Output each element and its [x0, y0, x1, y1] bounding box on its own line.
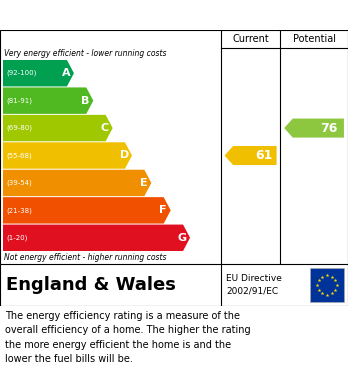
Polygon shape — [3, 170, 151, 196]
Text: 76: 76 — [320, 122, 338, 135]
Text: B: B — [81, 96, 90, 106]
Polygon shape — [3, 224, 190, 251]
Text: Very energy efficient - lower running costs: Very energy efficient - lower running co… — [4, 50, 166, 59]
Bar — [310, 268, 344, 302]
Polygon shape — [224, 146, 277, 165]
Text: England & Wales: England & Wales — [6, 276, 176, 294]
Text: Energy Efficiency Rating: Energy Efficiency Rating — [8, 7, 218, 23]
Polygon shape — [3, 60, 74, 86]
Text: Potential: Potential — [293, 34, 335, 44]
Text: The energy efficiency rating is a measure of the
overall efficiency of a home. T: The energy efficiency rating is a measur… — [5, 311, 251, 364]
Polygon shape — [284, 118, 344, 138]
Text: F: F — [159, 205, 167, 215]
Text: (21-38): (21-38) — [6, 207, 32, 213]
Text: E: E — [140, 178, 148, 188]
Polygon shape — [3, 115, 113, 141]
Text: 61: 61 — [255, 149, 272, 162]
Text: (55-68): (55-68) — [6, 152, 32, 159]
Text: EU Directive
2002/91/EC: EU Directive 2002/91/EC — [226, 274, 282, 296]
Text: (69-80): (69-80) — [6, 125, 32, 131]
Polygon shape — [3, 88, 93, 114]
Text: (39-54): (39-54) — [6, 180, 32, 186]
Text: A: A — [62, 68, 71, 78]
Text: C: C — [101, 123, 109, 133]
Text: (1-20): (1-20) — [6, 235, 27, 241]
Text: G: G — [178, 233, 187, 243]
Text: Not energy efficient - higher running costs: Not energy efficient - higher running co… — [4, 253, 166, 262]
Polygon shape — [3, 197, 171, 224]
Text: D: D — [120, 151, 129, 160]
Text: (92-100): (92-100) — [6, 70, 37, 77]
Text: (81-91): (81-91) — [6, 97, 32, 104]
Text: Current: Current — [232, 34, 269, 44]
Polygon shape — [3, 142, 132, 169]
